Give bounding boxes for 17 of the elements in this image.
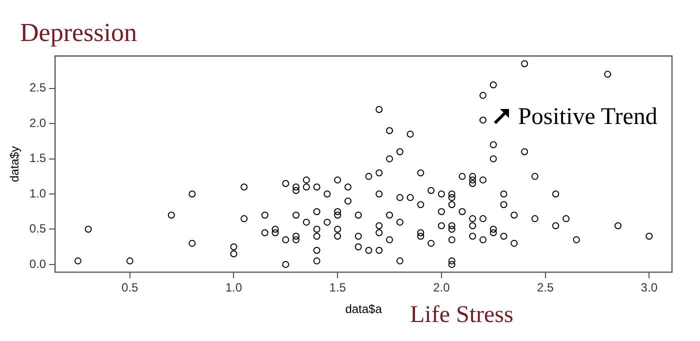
x-axis-title: data$a (345, 302, 382, 316)
chart-title: Depression (20, 18, 137, 48)
text: Life Stress (410, 302, 514, 329)
x-tick-label: 2.5 (536, 280, 554, 295)
y-tick-label: 1.5 (29, 151, 46, 166)
y-tick-label: 2.0 (29, 116, 46, 130)
annotation: Positive Trend (518, 104, 658, 131)
y-tick-label: 2.5 (29, 80, 46, 95)
y-tick-label: 0.5 (29, 222, 46, 236)
x-tick-label: 1.0 (225, 280, 242, 295)
y-tick-label: 0.0 (29, 256, 46, 271)
y-tick-label: 1.0 (29, 186, 46, 200)
x-tick-label: 3.0 (640, 280, 658, 295)
x-tick-label: 0.5 (122, 280, 139, 295)
x-tick-label: 1.5 (329, 280, 346, 295)
x-tick-label: 2.0 (433, 280, 450, 295)
y-axis-title: data$y (8, 146, 22, 182)
